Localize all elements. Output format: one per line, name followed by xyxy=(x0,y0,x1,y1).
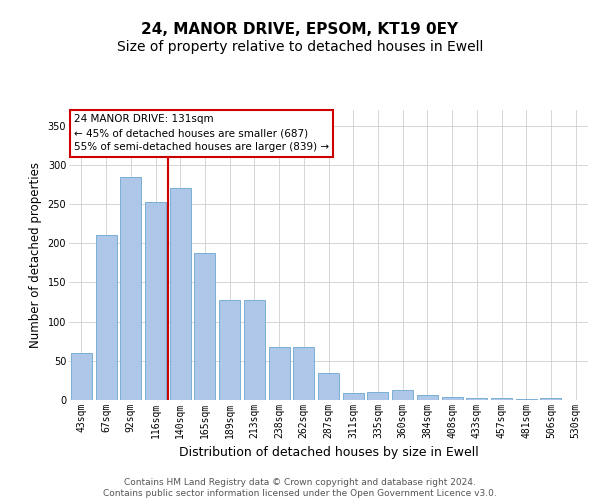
Text: 24 MANOR DRIVE: 131sqm
← 45% of detached houses are smaller (687)
55% of semi-de: 24 MANOR DRIVE: 131sqm ← 45% of detached… xyxy=(74,114,329,152)
Bar xyxy=(541,398,562,400)
Bar xyxy=(71,353,92,400)
Bar xyxy=(466,398,487,400)
Bar xyxy=(170,188,191,400)
Text: Size of property relative to detached houses in Ewell: Size of property relative to detached ho… xyxy=(117,40,483,54)
Bar xyxy=(95,236,116,400)
Bar xyxy=(442,397,463,400)
Bar xyxy=(120,176,141,400)
Bar xyxy=(491,398,512,400)
Bar xyxy=(145,202,166,400)
Bar xyxy=(392,390,413,400)
Bar xyxy=(293,346,314,400)
Text: 24, MANOR DRIVE, EPSOM, KT19 0EY: 24, MANOR DRIVE, EPSOM, KT19 0EY xyxy=(142,22,458,38)
Bar xyxy=(194,252,215,400)
Bar xyxy=(417,396,438,400)
Bar xyxy=(269,346,290,400)
Bar xyxy=(244,300,265,400)
Bar xyxy=(367,392,388,400)
Bar xyxy=(219,300,240,400)
Text: Contains HM Land Registry data © Crown copyright and database right 2024.
Contai: Contains HM Land Registry data © Crown c… xyxy=(103,478,497,498)
X-axis label: Distribution of detached houses by size in Ewell: Distribution of detached houses by size … xyxy=(179,446,478,460)
Bar xyxy=(343,393,364,400)
Bar xyxy=(318,372,339,400)
Bar xyxy=(516,399,537,400)
Y-axis label: Number of detached properties: Number of detached properties xyxy=(29,162,42,348)
